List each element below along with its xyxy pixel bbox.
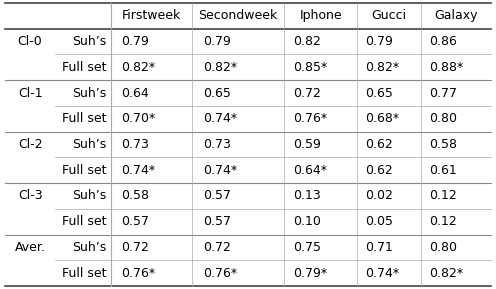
Text: 0.02: 0.02 — [365, 190, 392, 203]
Text: 0.82*: 0.82* — [203, 61, 237, 74]
Text: 0.80: 0.80 — [430, 112, 458, 125]
Text: 0.72: 0.72 — [203, 241, 231, 254]
Text: 0.82*: 0.82* — [365, 61, 399, 74]
Text: 0.74*: 0.74* — [203, 112, 237, 125]
Text: 0.82*: 0.82* — [430, 267, 464, 280]
Text: Cl-1: Cl-1 — [18, 86, 43, 99]
Text: 0.79: 0.79 — [365, 35, 392, 48]
Text: Cl-2: Cl-2 — [18, 138, 43, 151]
Text: 0.74*: 0.74* — [203, 164, 237, 177]
Text: Cl-3: Cl-3 — [18, 190, 43, 203]
Text: Firstweek: Firstweek — [122, 9, 181, 22]
Text: 0.70*: 0.70* — [121, 112, 155, 125]
Text: 0.58: 0.58 — [430, 138, 458, 151]
Text: 0.64: 0.64 — [121, 86, 149, 99]
Text: Full set: Full set — [62, 267, 107, 280]
Text: Aver.: Aver. — [15, 241, 46, 254]
Text: 0.57: 0.57 — [121, 215, 149, 228]
Text: 0.76*: 0.76* — [293, 112, 327, 125]
Text: 0.05: 0.05 — [365, 215, 393, 228]
Text: Full set: Full set — [62, 112, 107, 125]
Text: 0.13: 0.13 — [293, 190, 321, 203]
Text: Cl-0: Cl-0 — [18, 35, 43, 48]
Text: 0.76*: 0.76* — [121, 267, 155, 280]
Text: Secondweek: Secondweek — [198, 9, 278, 22]
Text: 0.74*: 0.74* — [121, 164, 155, 177]
Text: 0.79: 0.79 — [121, 35, 149, 48]
Text: 0.72: 0.72 — [293, 86, 321, 99]
Text: 0.12: 0.12 — [430, 190, 457, 203]
Text: 0.58: 0.58 — [121, 190, 149, 203]
Text: 0.86: 0.86 — [430, 35, 457, 48]
Text: 0.65: 0.65 — [203, 86, 231, 99]
Text: Full set: Full set — [62, 164, 107, 177]
Text: 0.76*: 0.76* — [203, 267, 237, 280]
Text: 0.82*: 0.82* — [121, 61, 155, 74]
Text: 0.73: 0.73 — [121, 138, 149, 151]
Text: 0.79: 0.79 — [203, 35, 231, 48]
Text: Full set: Full set — [62, 61, 107, 74]
Text: 0.57: 0.57 — [203, 215, 231, 228]
Text: Suh’s: Suh’s — [72, 86, 107, 99]
Text: Suh’s: Suh’s — [72, 190, 107, 203]
Text: 0.80: 0.80 — [430, 241, 458, 254]
Text: Suh’s: Suh’s — [72, 35, 107, 48]
Text: 0.79*: 0.79* — [293, 267, 327, 280]
Text: 0.12: 0.12 — [430, 215, 457, 228]
Text: Suh’s: Suh’s — [72, 138, 107, 151]
Text: Gucci: Gucci — [372, 9, 407, 22]
Text: 0.75: 0.75 — [293, 241, 321, 254]
Text: 0.77: 0.77 — [430, 86, 458, 99]
Text: 0.74*: 0.74* — [365, 267, 399, 280]
Text: 0.65: 0.65 — [365, 86, 392, 99]
Text: Galaxy: Galaxy — [434, 9, 478, 22]
Text: 0.73: 0.73 — [203, 138, 231, 151]
Text: 0.72: 0.72 — [121, 241, 149, 254]
Text: 0.85*: 0.85* — [293, 61, 327, 74]
Text: Full set: Full set — [62, 215, 107, 228]
Text: 0.82: 0.82 — [293, 35, 321, 48]
Text: 0.59: 0.59 — [293, 138, 321, 151]
Text: 0.88*: 0.88* — [430, 61, 464, 74]
Text: Iphone: Iphone — [299, 9, 342, 22]
Text: 0.64*: 0.64* — [293, 164, 327, 177]
Text: 0.71: 0.71 — [365, 241, 392, 254]
Text: Suh’s: Suh’s — [72, 241, 107, 254]
Text: 0.68*: 0.68* — [365, 112, 399, 125]
Text: 0.62: 0.62 — [365, 164, 392, 177]
Text: 0.10: 0.10 — [293, 215, 321, 228]
Text: 0.61: 0.61 — [430, 164, 457, 177]
Text: 0.62: 0.62 — [365, 138, 392, 151]
Text: 0.57: 0.57 — [203, 190, 231, 203]
